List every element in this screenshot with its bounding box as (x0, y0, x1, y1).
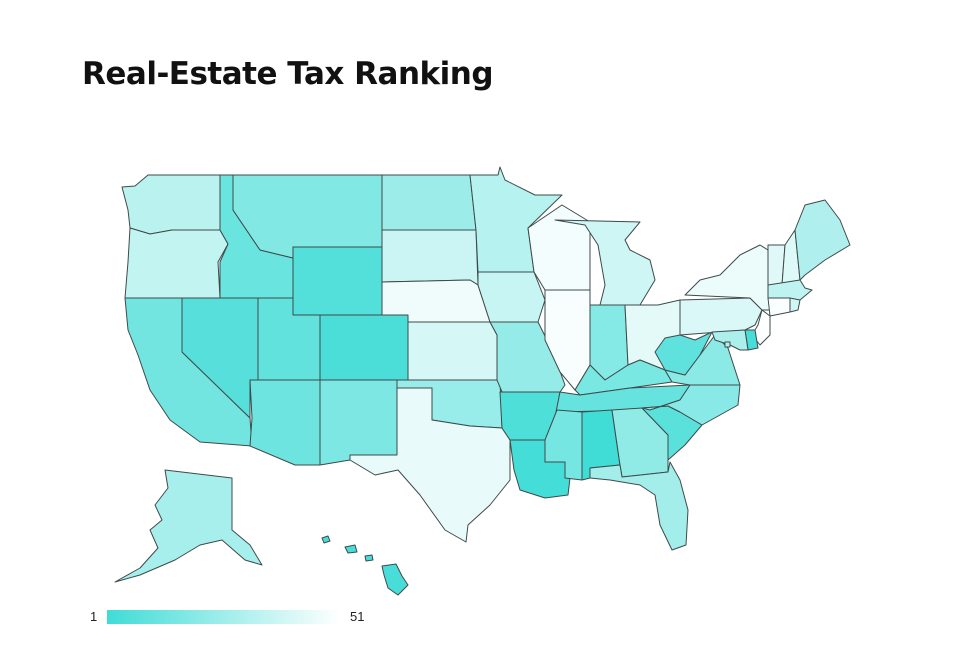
state-illinois[interactable] (544, 289, 591, 391)
state-north-dakota[interactable] (381, 174, 477, 231)
state-minnesota[interactable] (469, 166, 563, 273)
state-south-dakota[interactable] (381, 229, 479, 286)
state-hawaii[interactable] (321, 535, 409, 596)
state-arizona[interactable] (249, 379, 321, 466)
state-texas[interactable] (349, 387, 511, 543)
state-iowa[interactable] (477, 271, 546, 323)
state-washington[interactable] (121, 174, 221, 235)
state-district-of-columbia[interactable] (724, 341, 731, 348)
state-maryland[interactable] (711, 329, 749, 351)
page-title: Real-Estate Tax Ranking (82, 56, 494, 92)
state-oregon[interactable] (124, 227, 229, 299)
state-michigan[interactable] (554, 219, 656, 306)
state-pennsylvania[interactable] (679, 297, 763, 336)
legend-gradient-bar (107, 610, 340, 624)
state-connecticut[interactable] (767, 297, 791, 317)
state-new-mexico[interactable] (319, 379, 398, 466)
state-florida[interactable] (589, 461, 689, 551)
state-north-carolina[interactable] (641, 384, 741, 426)
state-kansas[interactable] (407, 321, 498, 381)
legend-min-label: 1 (90, 609, 98, 624)
state-colorado[interactable] (319, 314, 409, 381)
state-maine[interactable] (794, 199, 851, 281)
state-rhode-island[interactable] (789, 297, 801, 313)
state-wyoming[interactable] (292, 246, 383, 316)
legend-max-label: 51 (350, 609, 365, 624)
state-alaska[interactable] (114, 469, 263, 583)
